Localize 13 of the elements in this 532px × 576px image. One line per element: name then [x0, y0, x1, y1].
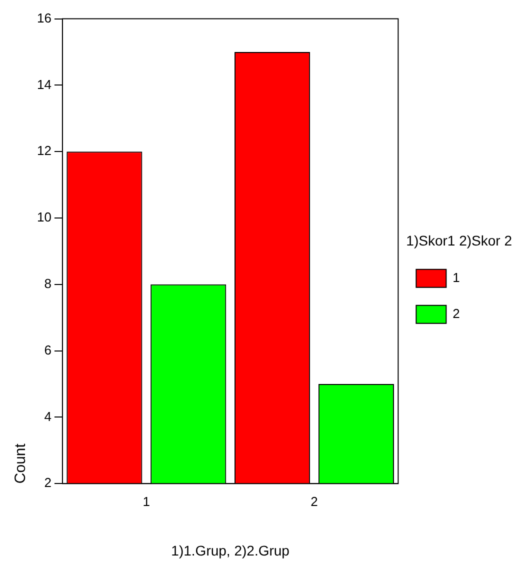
x-axis-title: 1)1.Grup, 2)2.Grup	[171, 542, 290, 558]
y-tick-label: 12	[36, 143, 52, 158]
legend-title: 1)Skor1 2)Skor 2	[406, 232, 512, 248]
y-tick-label: 8	[44, 276, 52, 291]
y-tick-label: 2	[44, 475, 52, 490]
legend-label: 1	[452, 270, 460, 285]
legend-label: 2	[452, 306, 460, 321]
y-tick-label: 16	[36, 10, 52, 26]
y-tick-label: 6	[44, 342, 52, 358]
y-tick-label: 4	[44, 408, 52, 424]
y-tick-label: 14	[36, 76, 52, 92]
y-axis-title: Count	[12, 442, 30, 484]
y-tick-label: 10	[36, 210, 52, 225]
